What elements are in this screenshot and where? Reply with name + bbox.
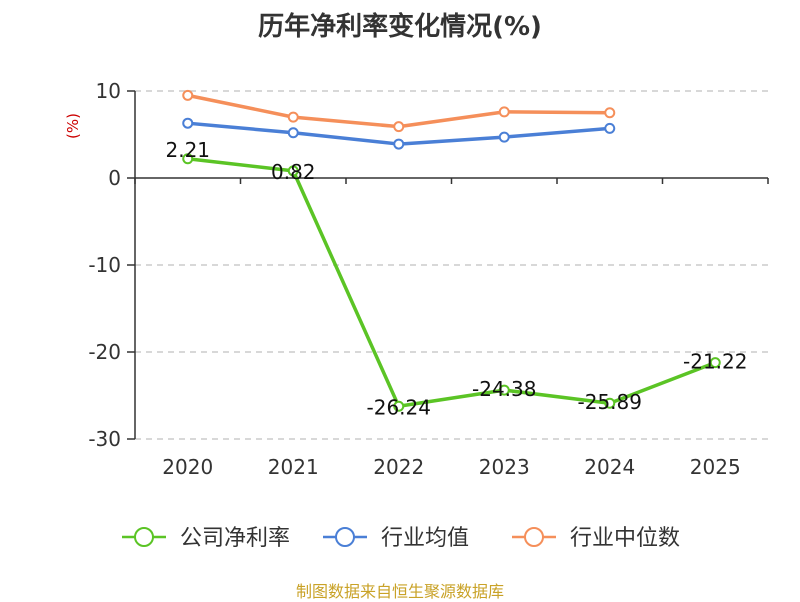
data-point [709,357,721,369]
data-point [182,89,194,101]
data-point [182,117,194,129]
x-tick-label: 2025 [690,455,741,479]
data-label: -24.38 [472,377,536,401]
x-tick-label: 2024 [584,455,635,479]
grid-lines [135,90,768,440]
data-point [498,384,510,396]
y-axis-title: (%) [64,113,82,139]
data-point [498,106,510,118]
y-tick-label: 0 [108,166,121,190]
data-source-note: 制图数据来自恒生聚源数据库 [295,582,504,601]
data-label: 2.21 [165,138,210,162]
data-label: -26.24 [367,395,431,419]
y-tick-label: -30 [88,427,121,451]
series-line [187,157,716,409]
data-point [604,107,616,119]
data-label: -25.89 [578,390,642,414]
y-tick-label: 10 [96,79,121,103]
legend: 公司净利率 行业均值 行业中位数 [122,526,680,551]
y-tick-label: -10 [88,253,121,277]
data-point [393,400,405,412]
x-tick-label: 2022 [373,455,424,479]
y-tick-label: -20 [88,340,121,364]
legend-marker [524,527,544,547]
data-point [182,153,194,165]
series-lines [182,89,721,412]
legend-marker [134,527,154,547]
data-point [604,122,616,134]
data-point [287,127,299,139]
data-point [287,111,299,123]
data-label: 0.82 [271,160,316,184]
x-tick-label: 2020 [162,455,213,479]
axes: 10 0 -10 -20 -30 (%) 2020 2021 2022 2023 2024 2025 [64,79,769,479]
data-point [393,121,405,133]
data-labels: 2.21 0.82 -26.24 -24.38 -25.89 -21.22 [165,138,747,420]
data-point [498,131,510,143]
legend-label: 行业中位数 [570,526,680,551]
data-point [393,138,405,150]
legend-marker [335,527,355,547]
data-point [604,397,616,409]
x-tick-label: 2021 [268,455,319,479]
data-label: -21.22 [683,350,747,374]
data-point [287,165,299,177]
legend-label: 公司净利率 [180,526,290,551]
chart-title: 历年净利率变化情况(%) [258,12,542,42]
legend-label: 行业均值 [381,526,469,551]
x-tick-label: 2023 [479,455,530,479]
